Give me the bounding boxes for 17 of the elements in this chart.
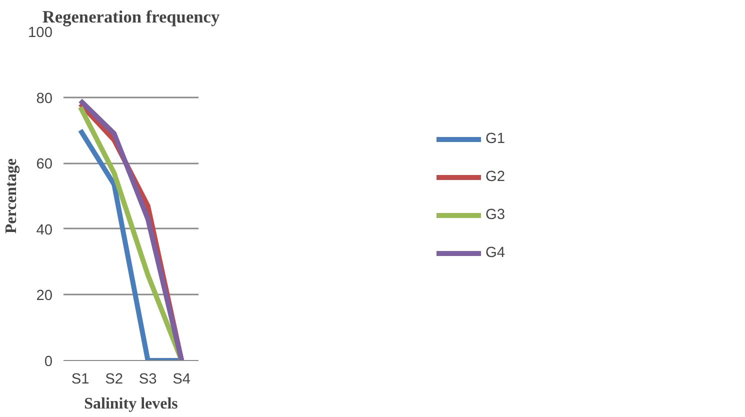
x-tick-label: S3 (138, 372, 157, 388)
x-tick-label: S2 (105, 372, 124, 388)
legend-label: G2 (486, 168, 506, 184)
y-tick-label: 0 (44, 354, 53, 370)
y-tick-label: 80 (36, 90, 53, 107)
x-tick-label: S4 (172, 372, 191, 388)
y-tick-label: 40 (36, 222, 53, 238)
y-axis-title: Percentage (3, 158, 20, 234)
y-tick-label: 20 (36, 288, 53, 304)
legend-label: G3 (486, 206, 506, 222)
x-axis-title: Salinity levels (84, 396, 178, 412)
legend-label: G1 (486, 130, 506, 146)
y-tick-label: 100 (28, 25, 53, 41)
chart-title: Regeneration frequency (42, 8, 220, 26)
legend-label: G4 (486, 244, 506, 260)
y-tick-label: 60 (36, 156, 53, 173)
x-tick-label: S1 (71, 372, 90, 388)
